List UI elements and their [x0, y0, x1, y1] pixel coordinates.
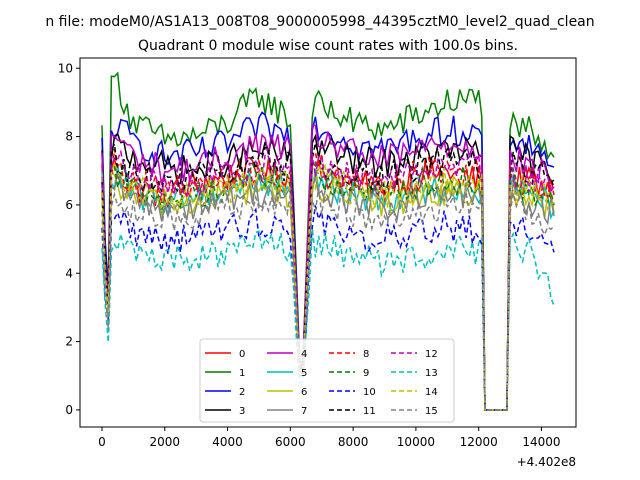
y-tick-label: 2 [65, 335, 73, 349]
legend-label: 8 [363, 349, 369, 360]
legend-label: 15 [425, 406, 438, 417]
plot-lines [101, 71, 555, 411]
legend-label: 9 [363, 368, 369, 379]
legend-label: 6 [301, 387, 307, 398]
x-tick-label: 10000 [397, 435, 435, 449]
legend-label: 14 [425, 387, 438, 398]
legend-label: 11 [363, 406, 376, 417]
y-tick-label: 6 [65, 198, 73, 212]
series-line-12 [101, 149, 555, 411]
y-tick-label: 4 [65, 266, 73, 280]
series-line-1 [101, 71, 555, 411]
series-line-14 [101, 160, 555, 411]
x-tick-label: 4000 [212, 435, 243, 449]
series-line-9 [101, 157, 555, 411]
legend-box [199, 338, 455, 423]
legend-label: 5 [301, 368, 307, 379]
x-offset-label: +4.402e8 [517, 455, 576, 469]
legend-label: 4 [301, 349, 307, 360]
y-axis: 0 2 4 6 8 10 [58, 61, 80, 417]
legend-label: 2 [239, 387, 245, 398]
legend-label: 3 [239, 406, 245, 417]
y-tick-label: 10 [58, 61, 73, 75]
legend-label: 12 [425, 349, 438, 360]
legend-label: 13 [425, 368, 438, 379]
legend-label: 10 [363, 387, 376, 398]
series-line-4 [101, 124, 555, 411]
x-tick-label: 2000 [149, 435, 180, 449]
plot-frame [79, 57, 577, 428]
y-tick-label: 0 [65, 403, 73, 417]
chart-title: Quadrant 0 module wise count rates with … [138, 38, 518, 54]
series-line-8 [101, 148, 555, 411]
x-axis: 0 2000 4000 6000 8000 10000 12000 14000 [98, 427, 561, 449]
x-tick-label: 12000 [460, 435, 498, 449]
legend-label: 7 [301, 406, 307, 417]
x-tick-label: 6000 [275, 435, 306, 449]
figure-suptitle: n file: modeM0/AS1A13_008T08_9000005998_… [45, 14, 594, 30]
legend-label: 1 [239, 368, 245, 379]
y-tick-label: 8 [65, 130, 73, 144]
series-line-13 [101, 228, 555, 411]
x-tick-label: 8000 [338, 435, 369, 449]
legend-label: 0 [239, 349, 245, 360]
x-tick-label: 14000 [522, 435, 560, 449]
x-tick-label: 0 [98, 435, 106, 449]
series-line-15 [101, 187, 555, 411]
